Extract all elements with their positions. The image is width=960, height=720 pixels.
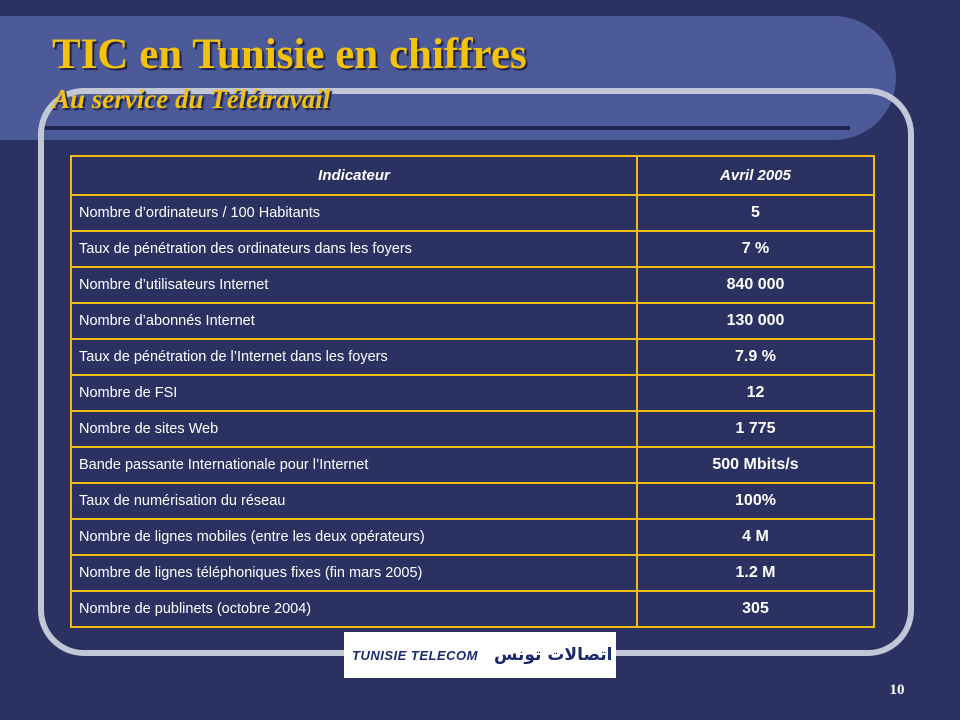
- indicator-label: Bande passante Internationale pour l’Int…: [70, 446, 638, 484]
- page-number: 10: [889, 682, 905, 698]
- table-row: Nombre d’ordinateurs / 100 Habitants 5: [70, 194, 875, 232]
- indicator-label: Nombre d’ordinateurs / 100 Habitants: [70, 194, 638, 232]
- indicator-label: Nombre de FSI: [70, 374, 638, 412]
- indicator-label: Taux de pénétration de l’Internet dans l…: [70, 338, 638, 376]
- table-row: Nombre d’abonnés Internet 130 000: [70, 302, 875, 340]
- title-underline: [40, 126, 850, 130]
- indicator-label: Nombre d’abonnés Internet: [70, 302, 638, 340]
- tunisie-telecom-logo: TUNISIE TELECOM اتصالات تونس: [344, 632, 616, 678]
- indicator-value: 840 000: [636, 266, 875, 304]
- table-row: Nombre de lignes téléphoniques fixes (fi…: [70, 554, 875, 592]
- table-row: Nombre de lignes mobiles (entre les deux…: [70, 518, 875, 556]
- indicator-value: 7 %: [636, 230, 875, 268]
- indicator-value: 7.9 %: [636, 338, 875, 376]
- indicator-value: 305: [636, 590, 875, 628]
- indicator-value: 12: [636, 374, 875, 412]
- indicator-label: Taux de numérisation du réseau: [70, 482, 638, 520]
- page-subtitle: Au service du Télétravail: [52, 84, 331, 114]
- indicator-value: 130 000: [636, 302, 875, 340]
- table-row: Nombre d’utilisateurs Internet 840 000: [70, 266, 875, 304]
- table-row: Taux de numérisation du réseau 100%: [70, 482, 875, 520]
- column-header-period: Avril 2005: [636, 155, 875, 196]
- indicator-value: 100%: [636, 482, 875, 520]
- indicator-label: Nombre de lignes téléphoniques fixes (fi…: [70, 554, 638, 592]
- table-row: Taux de pénétration de l’Internet dans l…: [70, 338, 875, 376]
- indicator-label: Nombre d’utilisateurs Internet: [70, 266, 638, 304]
- indicator-label: Nombre de sites Web: [70, 410, 638, 448]
- table-row: Nombre de sites Web 1 775: [70, 410, 875, 448]
- logo-latin-text: TUNISIE TELECOM: [352, 647, 478, 663]
- indicator-label: Taux de pénétration des ordinateurs dans…: [70, 230, 638, 268]
- indicator-value: 5: [636, 194, 875, 232]
- indicators-table: Indicateur Avril 2005 Nombre d’ordinateu…: [70, 155, 875, 628]
- indicator-label: Nombre de publinets (octobre 2004): [70, 590, 638, 628]
- indicator-value: 1.2 M: [636, 554, 875, 592]
- indicator-value: 1 775: [636, 410, 875, 448]
- column-header-indicator: Indicateur: [70, 155, 638, 196]
- table-row: Taux de pénétration des ordinateurs dans…: [70, 230, 875, 268]
- indicator-value: 500 Mbits/s: [636, 446, 875, 484]
- table-row: Nombre de publinets (octobre 2004) 305: [70, 590, 875, 628]
- table-row: Bande passante Internationale pour l’Int…: [70, 446, 875, 484]
- table-row: Nombre de FSI 12: [70, 374, 875, 412]
- indicator-label: Nombre de lignes mobiles (entre les deux…: [70, 518, 638, 556]
- page-title: TIC en Tunisie en chiffres: [52, 31, 527, 78]
- table-header-row: Indicateur Avril 2005: [70, 155, 875, 196]
- logo-arabic-text: اتصالات تونس: [493, 645, 613, 665]
- title-bar: [0, 16, 896, 140]
- indicator-value: 4 M: [636, 518, 875, 556]
